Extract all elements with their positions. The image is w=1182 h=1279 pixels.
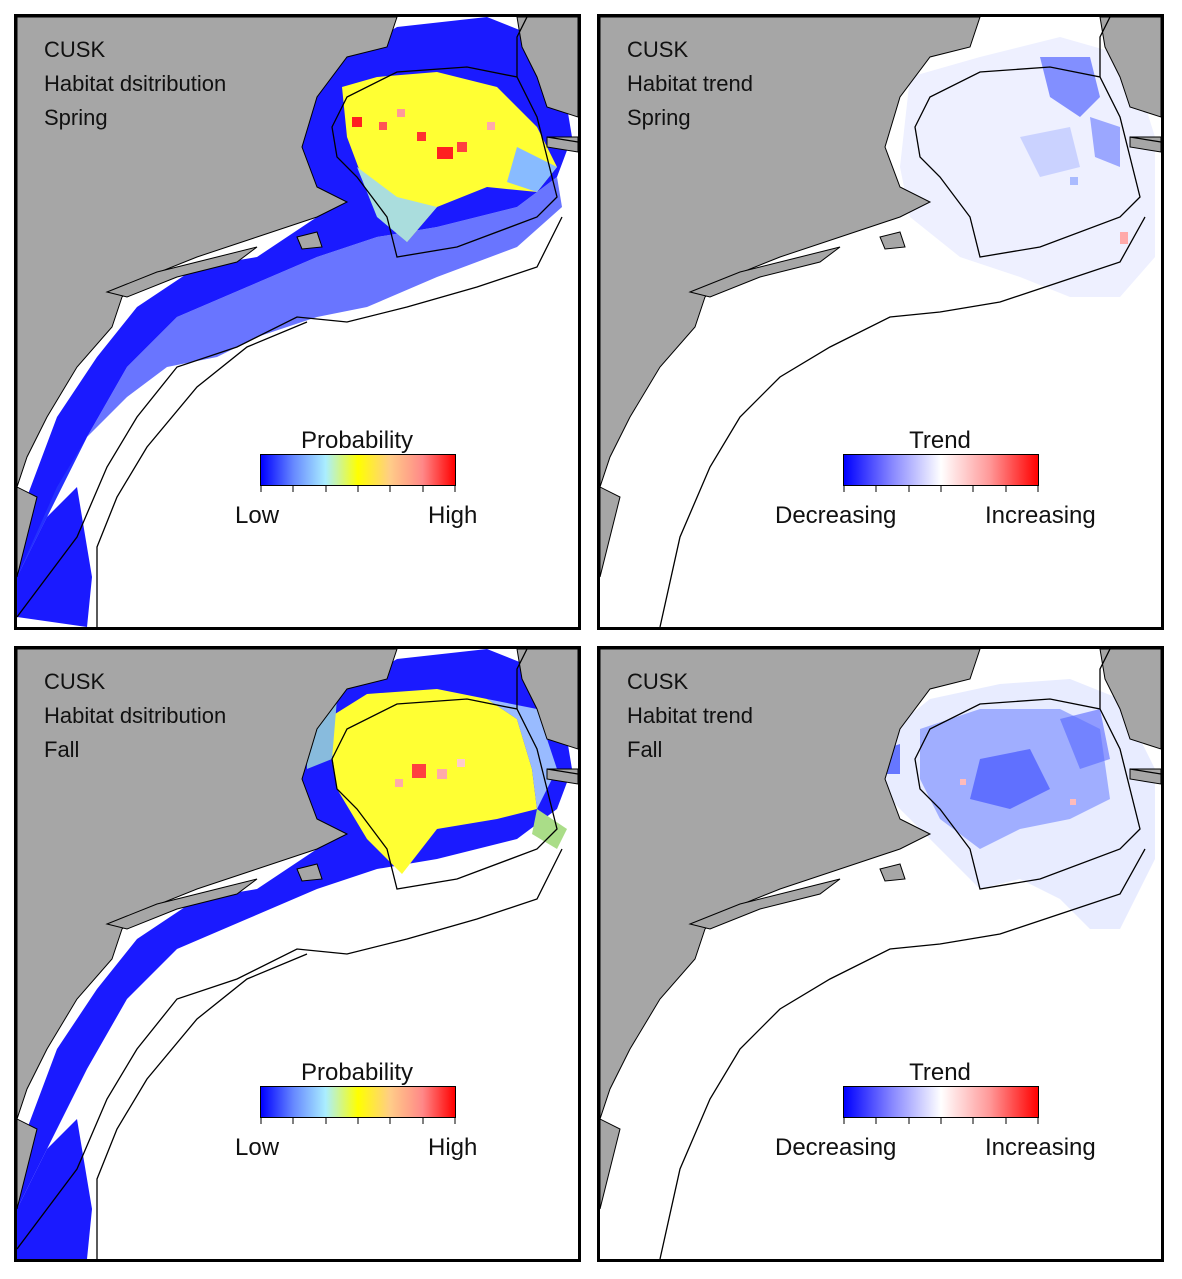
legend-title: Trend xyxy=(909,1059,971,1086)
metric-label: Habitat trend xyxy=(627,71,753,96)
panel-spring-trend: CUSK Habitat trend Spring Trend Decreasi… xyxy=(597,14,1164,630)
legend-low-label: Low xyxy=(235,502,280,529)
metric-label: Habitat trend xyxy=(627,703,753,728)
legend-ticks xyxy=(260,486,456,492)
map-fall-trend xyxy=(600,649,1161,1259)
legend-low-label: Decreasing xyxy=(775,1134,897,1161)
legend-title: Probability xyxy=(300,1059,414,1086)
metric-label: Habitat dsitribution xyxy=(44,71,227,96)
season-label: Fall xyxy=(44,737,80,762)
legend-low-label: Low xyxy=(235,1134,280,1161)
legend-title: Probability xyxy=(300,427,414,454)
species-label: CUSK xyxy=(44,669,106,694)
land xyxy=(17,17,578,578)
legend-colorbar xyxy=(260,1086,456,1118)
probability-layer xyxy=(17,649,572,1259)
legend-high-label: Increasing xyxy=(985,1134,1096,1161)
panel-fall-distribution: CUSK Habitat dsitribution Fall Probabili… xyxy=(14,646,581,1262)
legend-ticks xyxy=(843,1118,1039,1124)
land xyxy=(17,649,578,1210)
hotspots xyxy=(395,759,465,787)
legend-high-label: High xyxy=(428,502,478,529)
metric-label: Habitat dsitribution xyxy=(44,703,227,728)
legend-high-label: High xyxy=(428,1134,478,1161)
legend-colorbar xyxy=(843,1086,1039,1118)
depth-contours xyxy=(17,649,578,1259)
map-fall-distribution xyxy=(17,649,578,1259)
legend-title: Trend xyxy=(909,427,971,454)
trend-layer xyxy=(900,37,1155,297)
legend-low-label: Decreasing xyxy=(775,502,897,529)
depth-contours xyxy=(659,649,1161,1259)
season-label: Spring xyxy=(627,105,691,130)
legend-colorbar xyxy=(260,454,456,486)
species-label: CUSK xyxy=(627,669,689,694)
panel-fall-trend: CUSK Habitat trend Fall Trend Decreasing… xyxy=(597,646,1164,1262)
map-spring-distribution xyxy=(17,17,578,627)
legend-high-label: Increasing xyxy=(985,502,1096,529)
map-spring-trend xyxy=(600,17,1161,627)
panel-spring-distribution: CUSK Habitat dsitribution Spring Probabi… xyxy=(14,14,581,630)
legend-ticks xyxy=(843,486,1039,492)
species-label: CUSK xyxy=(44,37,106,62)
season-label: Spring xyxy=(44,105,108,130)
legend-colorbar xyxy=(843,454,1039,486)
depth-contours xyxy=(659,17,1161,627)
land xyxy=(600,17,1161,578)
species-label: CUSK xyxy=(627,37,689,62)
depth-contours xyxy=(17,17,578,627)
season-label: Fall xyxy=(627,737,663,762)
legend-ticks xyxy=(260,1118,456,1124)
hotspots xyxy=(352,109,495,159)
trend-layer xyxy=(880,679,1155,929)
